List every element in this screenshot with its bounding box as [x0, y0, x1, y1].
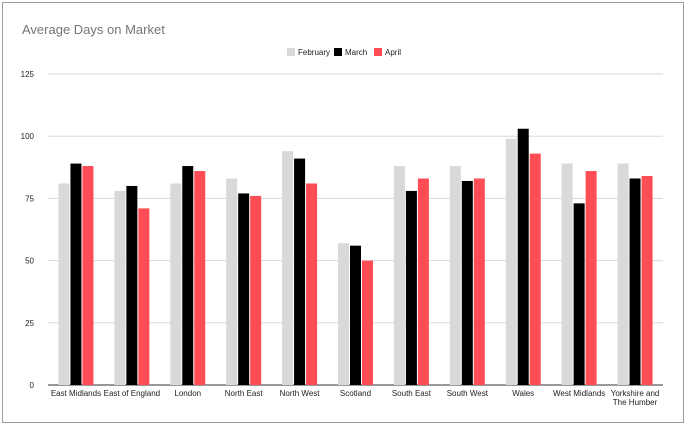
bar-april [362, 260, 373, 385]
x-tick-label: London [174, 389, 201, 398]
bar-april [82, 166, 94, 385]
bars [58, 128, 653, 385]
bar-april [250, 195, 262, 385]
bar-march [517, 128, 529, 385]
x-tick-label: Scotland [340, 389, 371, 398]
bar-march [461, 180, 473, 385]
bar-march [350, 245, 361, 385]
bar-april [529, 153, 541, 385]
legend-label-february: February [298, 48, 330, 57]
bar-april [194, 171, 206, 385]
legend: February March April [287, 48, 401, 57]
bar-april [585, 171, 597, 385]
y-tick-label: 125 [21, 70, 35, 79]
bar-february [282, 151, 294, 385]
bar-february [393, 166, 405, 385]
bar-march [182, 166, 194, 385]
x-tick-label: North West [280, 389, 321, 398]
x-axis: East Midlands East of England London North … [51, 389, 660, 407]
legend-label-march: March [345, 48, 367, 57]
bar-february [617, 163, 629, 385]
x-tick-label: Wales [512, 389, 534, 398]
bar-february [226, 178, 238, 385]
x-tick-label: West Midlands [553, 389, 605, 398]
bar-april [417, 178, 429, 385]
y-tick-label: 100 [21, 132, 35, 141]
x-tick-label: North East [225, 389, 264, 398]
bar-march [573, 203, 585, 385]
y-tick-label: 75 [25, 194, 34, 203]
legend-swatch-february [287, 48, 295, 56]
x-tick-label: Yorkshire and The Humber [611, 389, 660, 407]
bar-february [561, 163, 573, 385]
x-tick-label: South West [447, 389, 489, 398]
bar-march [294, 158, 306, 385]
bar-february [505, 138, 517, 385]
x-tick-label: East of England [104, 389, 160, 398]
y-tick-label: 0 [30, 381, 35, 390]
bar-march [126, 185, 138, 385]
bar-march [238, 193, 250, 385]
bar-april [641, 176, 653, 385]
y-axis: 0 25 50 75 100 125 [21, 70, 35, 390]
bar-february [338, 243, 349, 385]
x-tick-label: South East [392, 389, 432, 398]
legend-swatch-april [374, 48, 382, 56]
legend-label-april: April [385, 48, 401, 57]
y-tick-label: 50 [25, 257, 34, 266]
bar-february [170, 183, 182, 385]
y-tick-label: 25 [25, 319, 34, 328]
legend-swatch-march [334, 48, 342, 56]
bar-march [70, 163, 82, 385]
bar-april [306, 183, 318, 385]
bar-april [138, 208, 150, 385]
bar-april [473, 178, 485, 385]
x-tick-label: East Midlands [51, 389, 101, 398]
chart-title: Average Days on Market [22, 22, 165, 37]
bar-february [114, 190, 126, 385]
bar-march [629, 178, 641, 385]
bar-february [58, 183, 70, 385]
bar-march [405, 190, 417, 385]
bar-february [449, 166, 461, 385]
